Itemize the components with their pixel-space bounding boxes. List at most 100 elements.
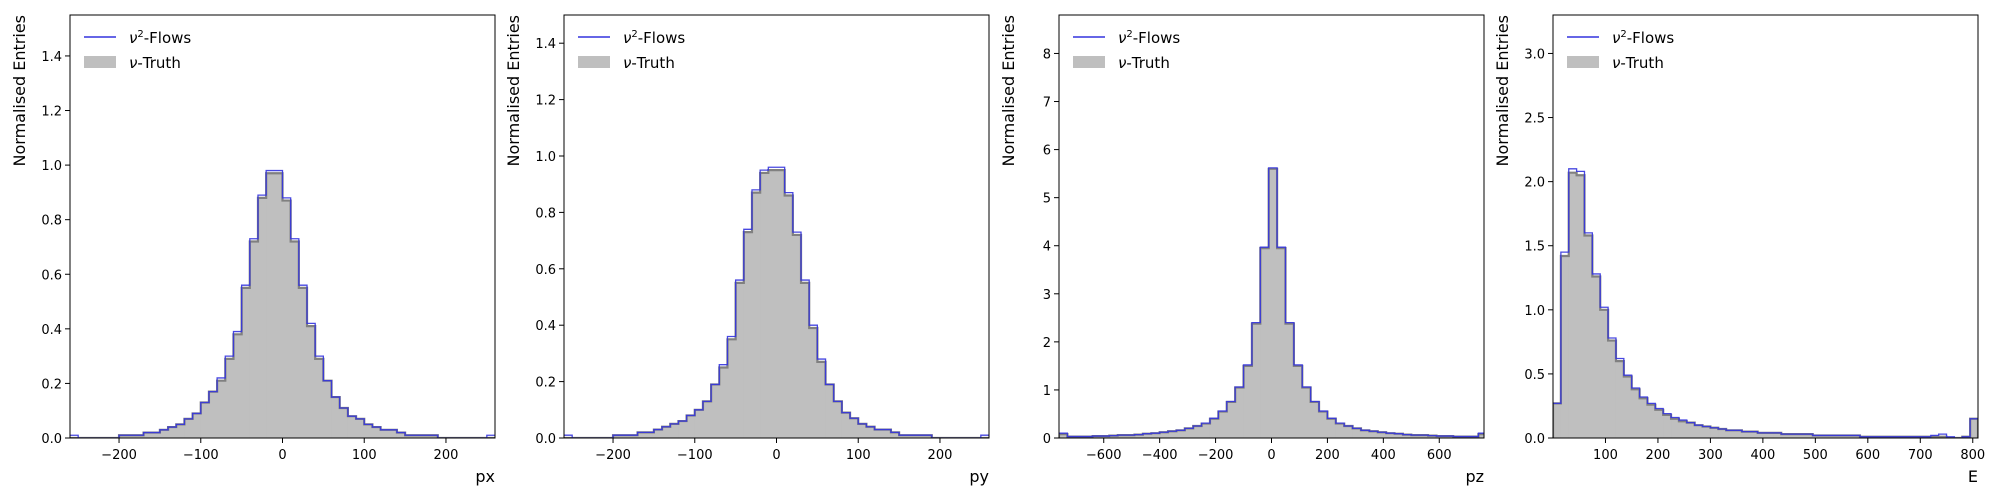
truth-bar — [915, 435, 925, 438]
x-tick-label: 300 — [1698, 448, 1723, 463]
truth-bar — [768, 170, 778, 438]
truth-bar — [1251, 323, 1261, 438]
truth-bar — [298, 287, 308, 438]
truth-bar — [290, 241, 300, 438]
y-tick-label: 4 — [1043, 240, 1051, 255]
truth-bar — [1142, 433, 1152, 438]
y-axis-label: Normalised Entries — [10, 15, 29, 166]
x-tick-label: 100 — [352, 448, 377, 463]
x-tick-label: 200 — [434, 448, 459, 463]
x-tick-label: −200 — [1198, 448, 1234, 463]
truth-bar — [1134, 434, 1144, 438]
truth-bar — [1663, 414, 1672, 438]
truth-bar — [266, 173, 275, 438]
x-tick-label: 200 — [1315, 448, 1340, 463]
x-axis-label: py — [969, 467, 989, 486]
legend: ν2-Flows ν-Truth — [1073, 29, 1180, 72]
truth-bar — [233, 334, 243, 438]
truth-bar — [702, 401, 712, 438]
truth-bar — [1402, 434, 1412, 438]
y-tick-label: 1.0 — [535, 150, 556, 165]
flows-step-line — [70, 169, 495, 438]
x-tick-label: 400 — [1371, 448, 1396, 463]
truth-bar — [653, 429, 663, 438]
y-tick-label: 1.2 — [41, 105, 62, 120]
x-tick-label: 0 — [1267, 448, 1275, 463]
truth-bar — [1360, 430, 1370, 438]
legend-label-truth: ν-Truth — [1118, 54, 1170, 72]
x-tick-label: −200 — [595, 448, 631, 463]
truth-bar — [637, 432, 647, 438]
truth-bar — [751, 192, 761, 438]
truth-bar — [874, 429, 884, 438]
truth-bar — [1647, 404, 1656, 438]
y-axis-label: Normalised Entries — [1493, 15, 1512, 166]
truth-bar — [1844, 435, 1853, 438]
truth-bar — [866, 426, 876, 438]
truth-bar — [315, 358, 324, 438]
x-tick-label: 200 — [1646, 448, 1671, 463]
truth-bar — [1059, 434, 1068, 438]
x-tick-label: 400 — [1750, 448, 1775, 463]
truth-bar — [1757, 432, 1767, 438]
truth-bar — [1678, 421, 1688, 438]
legend-label-flows: ν2-Flows — [1612, 29, 1674, 47]
truth-bar — [1773, 432, 1782, 438]
axes-frame — [1552, 14, 1979, 439]
truth-bar — [1623, 376, 1633, 438]
truth-bar — [1686, 422, 1696, 438]
legend-swatch-truth — [84, 56, 116, 68]
truth-bar — [1193, 425, 1203, 438]
x-tick-label: −100 — [677, 448, 713, 463]
plot-area — [1059, 167, 1484, 438]
truth-bar — [1151, 433, 1161, 438]
truth-bar — [1781, 434, 1790, 438]
truth-bar — [760, 172, 769, 438]
x-tick-label: −600 — [1086, 448, 1122, 463]
truth-bar — [890, 432, 900, 438]
y-tick-label: 0.2 — [41, 377, 62, 392]
truth-bar — [217, 380, 226, 438]
truth-bar — [249, 241, 259, 438]
chart-panel-px: −200 −100 0 100 200 0.0 0.2 0.4 0.6 0.8 1.0 1.2 1.4 p… — [10, 14, 496, 486]
truth-bar — [1260, 248, 1270, 438]
truth-bar — [1639, 398, 1649, 438]
truth-bar — [1268, 168, 1278, 438]
truth-bar — [413, 435, 423, 438]
truth-bar — [372, 427, 382, 438]
x-tick-label: 700 — [1908, 448, 1933, 463]
y-tick-label: 0.4 — [535, 319, 556, 334]
truth-bar — [1796, 434, 1806, 438]
truth-bar — [1235, 387, 1245, 438]
x-tick-label: −100 — [183, 448, 219, 463]
y-tick-label: 1.4 — [41, 50, 62, 65]
truth-bar — [1310, 401, 1320, 438]
y-tick-label: 1.0 — [41, 159, 62, 174]
truth-bar — [923, 435, 933, 438]
truth-bar — [119, 435, 128, 438]
truth-bar — [168, 427, 177, 438]
truth-bar — [1741, 431, 1751, 438]
y-tick-label: 1.2 — [535, 94, 556, 109]
truth-bar — [686, 415, 696, 438]
y-tick-label: 0.8 — [41, 214, 62, 229]
legend-label-truth: ν-Truth — [1612, 54, 1664, 72]
y-tick-label: 0.0 — [1524, 432, 1545, 447]
truth-bar — [176, 424, 186, 438]
truth-bar — [1335, 423, 1345, 438]
truth-bar — [825, 384, 835, 438]
truth-bar — [1168, 431, 1178, 438]
truth-bar — [1201, 423, 1211, 438]
truth-bar — [907, 435, 917, 438]
flows-step-line — [1553, 168, 1978, 438]
truth-bar — [1243, 365, 1253, 438]
truth-bar — [629, 435, 639, 438]
chart-panel-pz: −600 −400 −200 0 200 400 600 0 1 2 3 4 5 6 7 8 pz Normali… — [999, 14, 1485, 486]
truth-bar — [405, 435, 414, 438]
truth-bar — [1159, 432, 1169, 438]
x-tick-label: 600 — [1427, 448, 1452, 463]
truth-bar — [1576, 175, 1586, 438]
truth-bar — [850, 418, 859, 438]
truth-bar — [356, 418, 365, 438]
